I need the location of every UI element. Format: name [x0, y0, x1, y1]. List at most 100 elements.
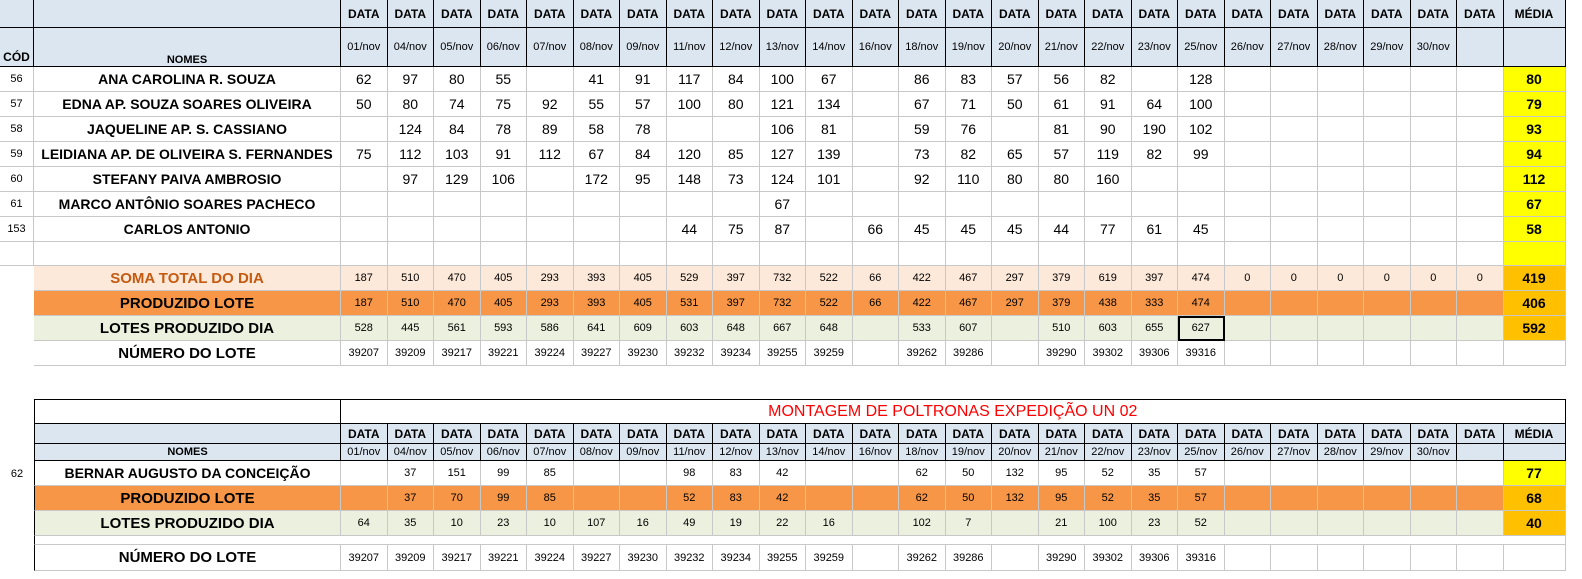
- value-cell[interactable]: 61: [1038, 92, 1085, 117]
- produzido-value[interactable]: 187: [341, 291, 388, 316]
- lotes-value[interactable]: 35: [387, 511, 434, 536]
- soma-value[interactable]: 0: [1224, 266, 1271, 291]
- value-cell[interactable]: [387, 217, 434, 242]
- soma-value[interactable]: 619: [1085, 266, 1132, 291]
- produzido-value[interactable]: [1317, 486, 1364, 511]
- value-cell[interactable]: 95: [1038, 461, 1085, 486]
- value-cell[interactable]: 62: [341, 67, 388, 92]
- value-cell[interactable]: 50: [341, 92, 388, 117]
- value-cell[interactable]: 91: [480, 142, 527, 167]
- value-cell[interactable]: [1457, 117, 1504, 142]
- date-cell[interactable]: 23/nov: [1131, 444, 1178, 461]
- date-cell[interactable]: 09/nov: [620, 28, 667, 67]
- lotes-value[interactable]: 593: [480, 316, 527, 341]
- value-cell[interactable]: 45: [1178, 217, 1225, 242]
- numero-value[interactable]: 39306: [1131, 545, 1178, 571]
- value-cell[interactable]: 82: [1131, 142, 1178, 167]
- soma-value[interactable]: 474: [1178, 266, 1225, 291]
- value-cell[interactable]: 117: [666, 67, 713, 92]
- numero-value[interactable]: 39302: [1085, 545, 1132, 571]
- value-cell[interactable]: 106: [759, 117, 806, 142]
- value-cell[interactable]: 112: [387, 142, 434, 167]
- lotes-label[interactable]: LOTES PRODUZIDO DIA: [34, 511, 341, 536]
- worker-code[interactable]: 153: [0, 217, 34, 242]
- value-cell[interactable]: 58: [573, 117, 620, 142]
- worker-code[interactable]: 61: [0, 192, 34, 217]
- numero-value[interactable]: [1317, 341, 1364, 366]
- value-cell[interactable]: 124: [387, 117, 434, 142]
- produzido-value[interactable]: 510: [387, 291, 434, 316]
- lotes-value[interactable]: 49: [666, 511, 713, 536]
- numero-value[interactable]: 39207: [341, 545, 388, 571]
- date-cell[interactable]: 16/nov: [852, 444, 899, 461]
- value-cell[interactable]: 80: [387, 92, 434, 117]
- date-cell[interactable]: 01/nov: [341, 28, 388, 67]
- value-cell[interactable]: 45: [945, 217, 992, 242]
- numero-value[interactable]: 39224: [527, 545, 574, 571]
- numero-value[interactable]: 39286: [945, 545, 992, 571]
- date-cell[interactable]: 22/nov: [1085, 28, 1132, 67]
- media-cell[interactable]: 112: [1503, 167, 1566, 192]
- produzido-value[interactable]: [1364, 291, 1411, 316]
- numero-media-blank[interactable]: [1503, 545, 1566, 571]
- date-cell[interactable]: 22/nov: [1085, 444, 1132, 461]
- lotes-value[interactable]: 22: [759, 511, 806, 536]
- lotes-value[interactable]: [992, 316, 1039, 341]
- value-cell[interactable]: [341, 192, 388, 217]
- value-cell[interactable]: [1364, 217, 1411, 242]
- blank-cell[interactable]: [620, 242, 667, 266]
- blank-cell[interactable]: [899, 242, 946, 266]
- numero-value[interactable]: 39209: [387, 545, 434, 571]
- lotes-value[interactable]: 561: [434, 316, 481, 341]
- value-cell[interactable]: [527, 217, 574, 242]
- worker-code[interactable]: 60: [0, 167, 34, 192]
- worker-code[interactable]: 62: [10, 467, 24, 480]
- produzido-value[interactable]: 132: [992, 486, 1039, 511]
- value-cell[interactable]: [945, 192, 992, 217]
- value-cell[interactable]: [1224, 217, 1271, 242]
- lotes-value[interactable]: [1410, 511, 1457, 536]
- produzido-value[interactable]: 66: [852, 291, 899, 316]
- value-cell[interactable]: [1457, 167, 1504, 192]
- value-cell[interactable]: 148: [666, 167, 713, 192]
- soma-media[interactable]: 419: [1503, 266, 1566, 291]
- value-cell[interactable]: [1364, 167, 1411, 192]
- produzido-value[interactable]: 70: [434, 486, 481, 511]
- date-cell[interactable]: 20/nov: [992, 444, 1039, 461]
- date-cell[interactable]: 29/nov: [1364, 28, 1411, 67]
- value-cell[interactable]: [1224, 192, 1271, 217]
- lotes-value[interactable]: 16: [806, 511, 853, 536]
- lotes-value[interactable]: 627: [1178, 316, 1225, 341]
- value-cell[interactable]: 120: [666, 142, 713, 167]
- date-cell[interactable]: 21/nov: [1038, 28, 1085, 67]
- value-cell[interactable]: 86: [899, 67, 946, 92]
- value-cell[interactable]: [1271, 217, 1318, 242]
- date-cell[interactable]: 25/nov: [1178, 444, 1225, 461]
- value-cell[interactable]: [713, 192, 760, 217]
- value-cell[interactable]: [1271, 192, 1318, 217]
- media-cell[interactable]: 77: [1503, 461, 1566, 486]
- soma-label[interactable]: SOMA TOTAL DO DIA: [34, 266, 341, 291]
- value-cell[interactable]: [1271, 142, 1318, 167]
- soma-value[interactable]: 393: [573, 266, 620, 291]
- value-cell[interactable]: [527, 167, 574, 192]
- value-cell[interactable]: 82: [945, 142, 992, 167]
- value-cell[interactable]: 82: [1085, 67, 1132, 92]
- media-cell[interactable]: 94: [1503, 142, 1566, 167]
- value-cell[interactable]: 67: [759, 192, 806, 217]
- value-cell[interactable]: 44: [1038, 217, 1085, 242]
- numero-value[interactable]: [852, 545, 899, 571]
- value-cell[interactable]: 121: [759, 92, 806, 117]
- soma-value[interactable]: 397: [1131, 266, 1178, 291]
- lotes-value[interactable]: [852, 511, 899, 536]
- lotes-value[interactable]: [992, 511, 1039, 536]
- numero-value[interactable]: 39262: [899, 341, 946, 366]
- numero-value[interactable]: 39221: [480, 341, 527, 366]
- value-cell[interactable]: 84: [434, 117, 481, 142]
- lotes-value[interactable]: [1224, 316, 1271, 341]
- numero-value[interactable]: [1457, 545, 1504, 571]
- produzido-value[interactable]: 379: [1038, 291, 1085, 316]
- value-cell[interactable]: 91: [1085, 92, 1132, 117]
- date-cell[interactable]: 28/nov: [1317, 444, 1364, 461]
